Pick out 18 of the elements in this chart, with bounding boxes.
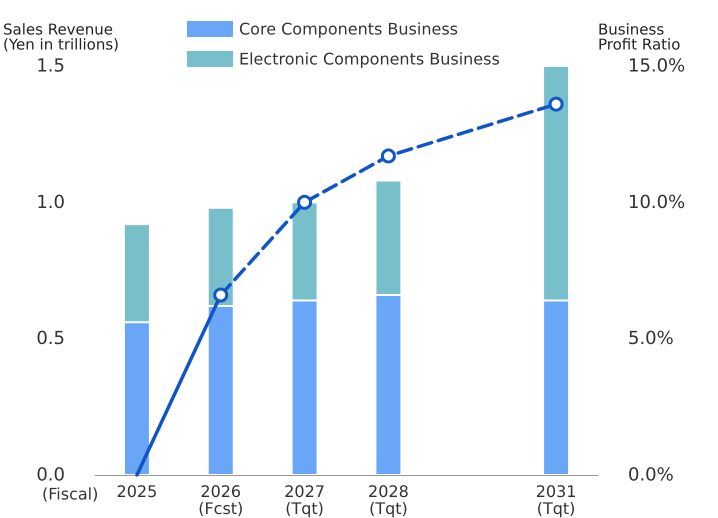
legend-label: Core Components Business: [239, 20, 458, 38]
y-tick-label: 1.0: [36, 192, 65, 213]
y2-tick-label: 10.0%: [628, 192, 686, 213]
x-tick-label: 2025: [116, 482, 158, 501]
text: (Fiscal): [42, 484, 98, 504]
x-tick-label: 2031 (Tqt): [536, 482, 576, 518]
y-tick-label: 0.5: [36, 328, 65, 350]
legend-label: Electronic Components Business: [239, 50, 500, 68]
y-tick-label: 0.0: [36, 464, 65, 486]
y-axis-title: Sales Revenue (Yen in trillions): [3, 20, 120, 54]
y2-tick-label: 15.0%: [628, 56, 686, 76]
x-tick-label: 2027 (Tqt): [284, 482, 325, 518]
y2-axis-title: Business Profit Ratio: [598, 20, 680, 54]
y2-tick-label: 5.0%: [628, 328, 674, 350]
y-tick-label: 1.5: [36, 56, 65, 76]
x-tick-label: 2028 (Tqt): [368, 482, 409, 518]
x-tick-label: 2026 (Fcst): [198, 482, 244, 518]
y2-tick-label: 0.0%: [628, 464, 674, 486]
